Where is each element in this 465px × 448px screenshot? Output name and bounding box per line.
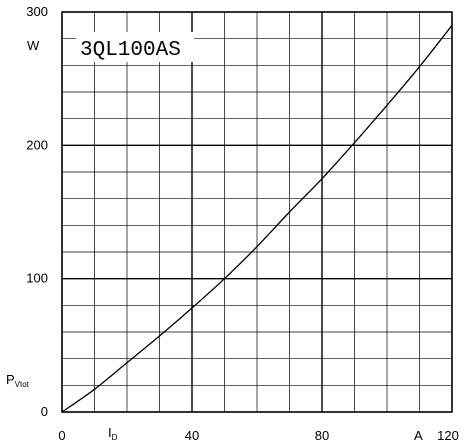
- y-tick-label: 100: [26, 271, 48, 286]
- x-tick-label: 80: [315, 428, 329, 443]
- grid-major: [62, 12, 452, 412]
- y-axis-label-main: P: [6, 372, 15, 387]
- chart-title-background: [76, 32, 194, 62]
- x-axis-label-sub: D: [112, 433, 118, 442]
- y-axis-unit: W: [27, 38, 40, 53]
- series-layer: [61, 24, 453, 413]
- y-tick-label: 200: [26, 137, 48, 152]
- x-tick-label: 40: [185, 428, 199, 443]
- y-axis-label: PVtot: [6, 372, 30, 389]
- y-tick-label: 300: [26, 4, 48, 19]
- y-tick-label: 0: [41, 404, 48, 419]
- x-tick-label: 0: [58, 428, 65, 443]
- x-tick-label: 120: [437, 428, 459, 443]
- x-axis-label: ID: [108, 425, 118, 442]
- y-axis-label-sub: Vtot: [15, 380, 30, 389]
- plot-frame: [61, 11, 453, 413]
- x-axis-unit: A: [414, 428, 423, 443]
- chart-title: 3QL100AS: [80, 39, 181, 62]
- grid-minor: [62, 12, 452, 412]
- series-line-0: [61, 24, 453, 413]
- tick-labels: 0 100 200 300 0 40 80 120: [26, 4, 459, 443]
- x-axis-label-main: I: [108, 425, 112, 440]
